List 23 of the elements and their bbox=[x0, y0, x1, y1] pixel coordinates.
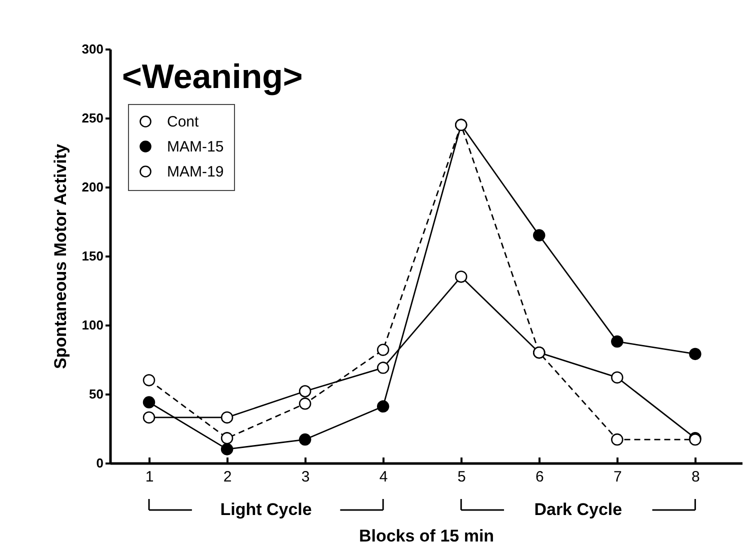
legend-label: Cont bbox=[167, 114, 200, 130]
y-tick-label: 50 bbox=[89, 386, 104, 402]
y-axis-title: Spontaneous Motor Activity bbox=[50, 143, 70, 370]
x-tick-label: 4 bbox=[379, 468, 388, 486]
x-axis-title: Blocks of 15 min bbox=[358, 526, 494, 546]
y-tick-label: 150 bbox=[82, 248, 104, 264]
chart-title: <Weaning> bbox=[122, 58, 303, 96]
x-tick-label: 2 bbox=[223, 468, 232, 486]
y-tick-label: 300 bbox=[82, 42, 104, 56]
x-tick-label: 1 bbox=[145, 468, 154, 486]
x-tick-label: 5 bbox=[457, 468, 466, 486]
text: Dark Cycle bbox=[534, 500, 622, 519]
y-tick-label: 250 bbox=[82, 110, 104, 126]
y-tick-label: 100 bbox=[82, 318, 104, 332]
text: Light Cycle bbox=[220, 500, 312, 519]
legend-label: MAM-15 bbox=[167, 138, 224, 156]
y-tick-label: 200 bbox=[82, 180, 104, 194]
x-tick-label: 3 bbox=[301, 468, 310, 486]
x-tick-label: 8 bbox=[692, 468, 700, 486]
y-tick-label: 0 bbox=[96, 456, 104, 470]
legend-label: MAM-19 bbox=[167, 164, 224, 180]
x-tick-label: 7 bbox=[613, 468, 622, 486]
x-tick-label: 6 bbox=[535, 468, 544, 486]
